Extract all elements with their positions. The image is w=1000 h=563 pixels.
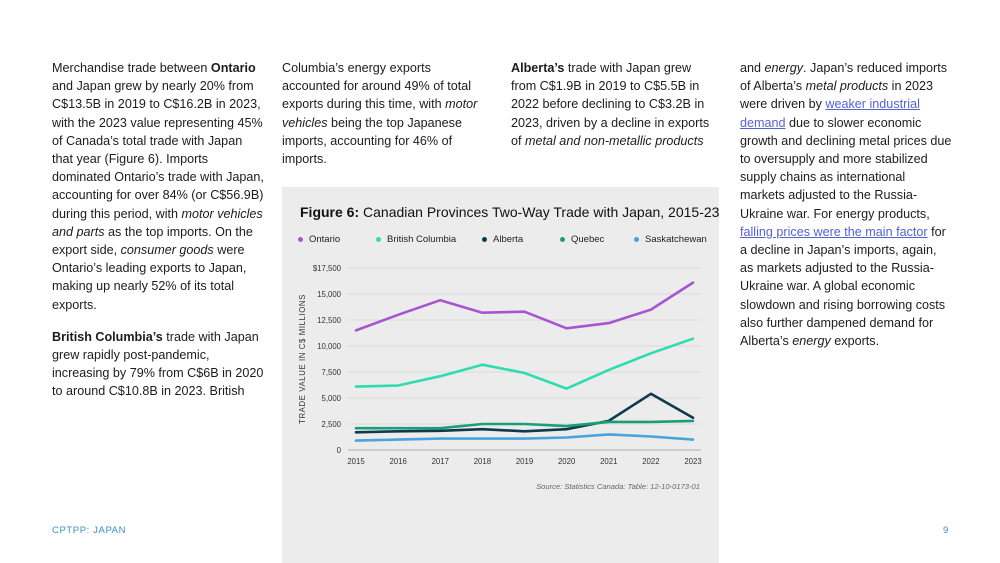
text-run: for a decline in Japan’s imports, again,…: [740, 224, 946, 349]
series-line-alberta: [354, 392, 695, 434]
series-line-saskatchewan: [354, 433, 695, 442]
text-run: energy: [792, 334, 831, 349]
series-line-british-columbia: [354, 337, 695, 390]
bc-continued-paragraph: Columbia’s energy exports accounted for …: [282, 59, 487, 168]
text-run: Alberta’s: [511, 61, 565, 75]
text-run: trade with Japan grew rapidly post-pande…: [52, 329, 264, 399]
text-run: as the top imports. On the export side,: [52, 224, 253, 258]
y-tick-label: 5,000: [321, 394, 341, 403]
text-run: motor vehicles and parts: [52, 206, 263, 239]
x-tick-label: 2016: [389, 457, 406, 466]
x-tick-label: 2020: [558, 457, 576, 466]
figure-6: Figure 6: Canadian Provinces Two-Way Tra…: [282, 187, 719, 563]
y-tick-label: 0: [337, 446, 342, 455]
legend-label: Alberta: [493, 234, 524, 245]
text-run: exports.: [830, 334, 880, 349]
text-run: Columbia’s energy exports accounted for …: [282, 61, 472, 112]
legend-swatch: [376, 237, 381, 242]
y-tick-label: $17,500: [313, 264, 342, 273]
text-column-4: and energy. Japan’s reduced imports of A…: [740, 59, 952, 364]
x-tick-label: 2023: [684, 457, 701, 466]
page-number: 9: [943, 525, 949, 536]
footer-report-title: CPTPP: JAPAN: [52, 525, 127, 536]
legend-item: Ontario: [298, 234, 340, 245]
text-run: were Ontario’s leading exports to Japan,…: [52, 243, 247, 312]
figure-label: Figure 6:: [300, 204, 360, 220]
x-tick-label: 2015: [347, 457, 365, 466]
legend-item: Alberta: [482, 234, 523, 245]
series-line-quebec: [354, 419, 695, 430]
y-tick-label: 10,000: [317, 342, 342, 351]
text-run: Ontario: [210, 61, 256, 75]
x-tick-label: 2018: [474, 457, 491, 466]
legend-item: Saskatchewan: [634, 234, 707, 245]
legend-swatch: [298, 237, 303, 242]
text-run: consumer goods: [120, 243, 214, 258]
text-run: being the top Japanese imports, accounti…: [282, 115, 462, 167]
alberta-paragraph: Alberta’s trade with Japan grew from C$1…: [511, 59, 716, 150]
figure-title-text: Canadian Provinces Two-Way Trade with Ja…: [363, 204, 720, 220]
legend-swatch: [634, 237, 639, 242]
line-chart: 0 2,500 5,000 7,500 10,000 12,500 15,000 $17,50…: [298, 264, 702, 466]
x-tick-label: 2022: [642, 457, 659, 466]
legend-swatch: [560, 237, 565, 242]
text-column-2: Columbia’s energy exports accounted for …: [282, 59, 487, 182]
legend-item: Quebec: [560, 234, 604, 245]
x-tick-label: 2017: [432, 457, 449, 466]
alberta-continued-paragraph: and energy. Japan’s reduced imports of A…: [740, 59, 952, 350]
text-run: . Japan’s reduced imports of Alberta’s: [740, 61, 948, 94]
text-run: due to slower economic growth and declin…: [740, 115, 952, 221]
legend-label: British Columbia: [387, 234, 457, 245]
legend-label: Quebec: [571, 234, 605, 245]
legend-item: British Columbia: [376, 234, 456, 245]
y-axis-label: TRADE VALUE IN C$ MILLIONS: [298, 294, 307, 424]
ontario-paragraph: Merchandise trade between Ontario and Ja…: [52, 59, 264, 314]
text-run: motor vehicles: [282, 97, 478, 130]
y-tick-label: 2,500: [321, 420, 341, 429]
x-tick-label: 2019: [516, 457, 533, 466]
british-columbia-paragraph: British Columbia’s trade with Japan grew…: [52, 328, 264, 401]
text-run: energy: [764, 61, 804, 75]
text-column-1: Merchandise trade between Ontario and Ja…: [52, 59, 264, 415]
text-run: metal and non-metallic products: [525, 133, 704, 148]
text-column-3: Alberta’s trade with Japan grew from C$1…: [511, 59, 716, 164]
series-line-ontario: [354, 281, 695, 332]
legend-label: Saskatchewan: [645, 234, 707, 245]
text-run: trade with Japan grew from C$1.9B in 201…: [511, 61, 710, 148]
legend-label: Ontario: [309, 234, 341, 245]
text-run: Merchandise trade between: [52, 61, 211, 75]
inline-link[interactable]: weaker industrial demand: [740, 97, 920, 130]
figure-title: Figure 6: Canadian Provinces Two-Way Tra…: [300, 204, 719, 220]
inline-link[interactable]: falling prices were the main factor: [740, 224, 928, 239]
y-tick-label: 12,500: [317, 316, 342, 325]
x-tick-label: 2021: [600, 457, 617, 466]
text-run: and: [740, 61, 765, 75]
legend-swatch: [482, 237, 487, 242]
text-run: metal products: [805, 79, 889, 94]
figure-source: Source: Statistics Canada: Table: 12-10-…: [536, 482, 700, 491]
y-tick-label: 7,500: [321, 368, 341, 377]
text-run: in 2023 were driven by: [740, 79, 934, 112]
text-run: British Columbia’s: [52, 329, 163, 344]
y-tick-label: 15,000: [317, 290, 342, 299]
text-run: and Japan grew by nearly 20% from C$13.5…: [52, 79, 264, 221]
